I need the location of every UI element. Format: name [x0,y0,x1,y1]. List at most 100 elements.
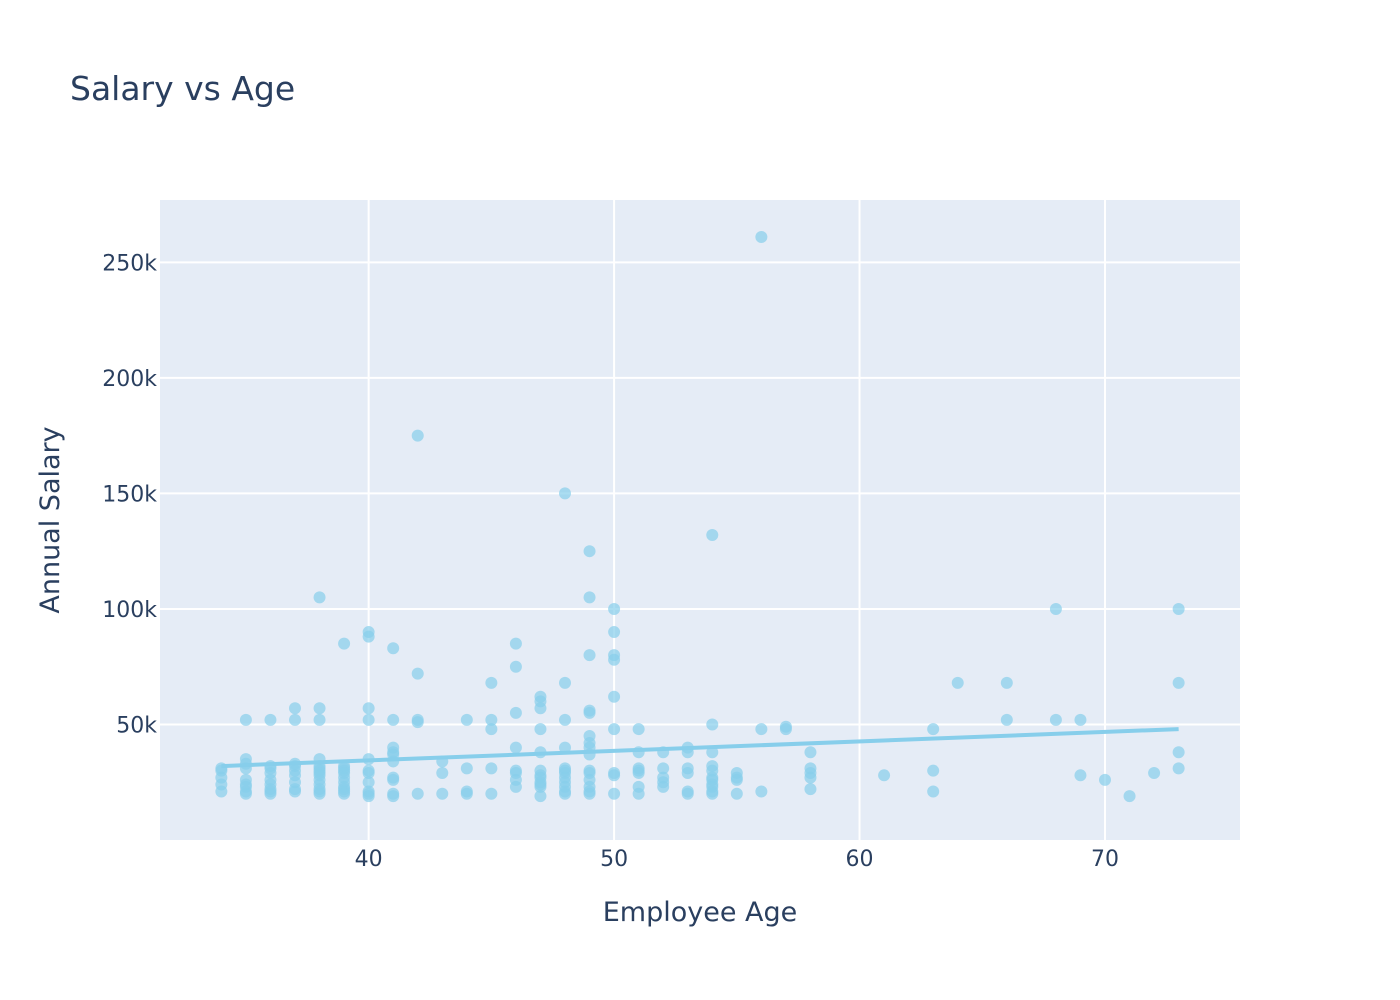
data-point [436,787,449,800]
data-point [485,787,498,800]
data-point [289,785,301,798]
data-point [1000,676,1013,689]
data-point [362,702,375,715]
data-point [411,787,424,800]
data-point [1099,773,1111,786]
data-point [362,766,375,779]
data-point [313,702,326,715]
y-axis-title: Annual Salary [35,426,66,613]
data-point [338,637,351,650]
data-point [215,785,228,798]
data-point [509,637,522,650]
data-point [583,706,596,719]
data-point [509,780,522,793]
trend-line-layer [221,727,1179,769]
data-point [608,769,621,782]
data-point [387,713,400,726]
x-tick-label: 40 [355,847,383,872]
data-point [779,723,792,736]
data-point [1049,713,1062,726]
data-point [264,713,277,726]
data-point [239,787,252,800]
data-point [460,787,473,800]
data-point [362,630,375,643]
data-point [485,713,498,726]
data-point [509,741,522,754]
data-point [313,713,326,726]
data-point [1172,762,1185,775]
data-point [608,653,621,666]
data-point [1000,713,1013,726]
data-point [878,769,891,782]
y-tick-label: 50k [116,713,157,738]
data-point [755,230,768,243]
data-point [681,766,694,779]
data-point [632,723,645,736]
data-point [583,787,596,800]
data-point [559,487,571,500]
data-point [411,429,424,442]
data-point [387,773,400,786]
data-point [362,790,375,803]
data-point [362,776,375,789]
data-point [387,642,400,655]
data-point [706,718,719,731]
data-point [1123,790,1136,803]
data-point [1172,746,1185,759]
data-point [559,713,571,726]
data-point [583,649,596,662]
data-point [534,780,547,793]
data-point [755,723,768,736]
data-point [239,713,252,726]
data-point [460,762,473,775]
x-tick-label: 60 [846,847,874,872]
y-axis-ticks: 50k 100k 150k 200k 250k [102,251,157,738]
x-axis-ticks: 40 50 60 70 [355,847,1119,872]
data-point [608,723,621,736]
data-point [289,713,301,726]
data-point [755,785,768,798]
data-point [313,591,326,604]
data-point [1074,769,1087,782]
data-point [559,741,571,754]
data-point [632,787,645,800]
x-axis-title: Employee Age [603,897,798,928]
data-point [927,785,940,798]
data-point [460,713,473,726]
data-point [559,676,571,689]
data-point [534,790,547,803]
data-point [632,766,645,779]
data-point [1172,676,1185,689]
data-point [706,787,719,800]
data-point [509,706,522,719]
data-point [608,787,621,800]
data-point [436,766,449,779]
data-point [804,746,817,759]
data-point [706,529,719,542]
data-point [264,787,277,800]
data-point [411,716,424,729]
chart-title: Salary vs Age [70,69,295,108]
data-point [927,723,940,736]
data-point [1074,713,1087,726]
y-tick-label: 100k [102,598,157,623]
data-point [608,626,621,639]
data-point [509,660,522,673]
plot-area [160,200,1240,840]
data-point [730,773,743,786]
data-point [289,702,301,715]
trend-line [221,727,1179,769]
data-point [951,676,964,689]
data-point [583,545,596,558]
data-point [534,723,547,736]
x-tick-label: 50 [600,847,628,872]
data-point [657,780,670,793]
data-point [608,602,621,615]
y-tick-label: 200k [102,367,157,392]
x-tick-label: 70 [1091,847,1119,872]
y-tick-label: 150k [102,482,157,507]
data-point [485,723,498,736]
data-point [730,787,743,800]
data-point [534,702,547,715]
